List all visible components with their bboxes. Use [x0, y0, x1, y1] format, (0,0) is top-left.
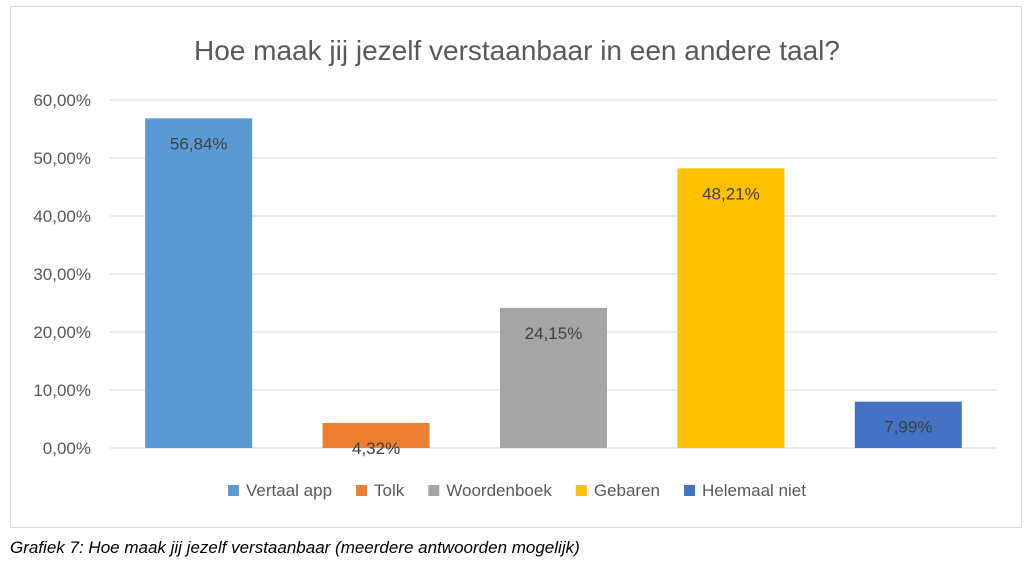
figure-caption: Grafiek 7: Hoe maak jij jezelf verstaanb… — [10, 538, 580, 557]
legend-swatch — [356, 485, 368, 496]
bar-vertaal-app — [145, 118, 253, 448]
bar-tolk — [322, 422, 430, 448]
legend-swatch — [575, 485, 587, 496]
y-tick-label: 10,00% — [33, 381, 91, 400]
data-label: 56,84% — [170, 134, 228, 153]
y-tick-label: 50,00% — [33, 149, 91, 168]
legend-label: Tolk — [374, 481, 405, 500]
legend-swatch — [228, 485, 240, 496]
data-label: 7,99% — [884, 418, 932, 437]
data-label: 48,21% — [702, 184, 760, 203]
y-tick-label: 20,00% — [33, 323, 91, 342]
legend-label: Helemaal niet — [702, 481, 806, 500]
y-tick-label: 40,00% — [33, 207, 91, 226]
y-tick-label: 60,00% — [33, 91, 91, 110]
legend-label: Woordenboek — [446, 481, 552, 500]
legend-swatch — [684, 485, 696, 496]
bar-helemaal-niet — [854, 401, 962, 448]
chart-title: Hoe maak jij jezelf verstaanbaar in een … — [194, 35, 840, 66]
legend-label: Gebaren — [594, 481, 660, 500]
legend-label: Vertaal app — [246, 481, 332, 500]
data-label: 4,32% — [352, 439, 400, 458]
bar-gebaren — [677, 168, 785, 448]
y-tick-label: 30,00% — [33, 265, 91, 284]
y-tick-label: 0,00% — [43, 439, 91, 458]
data-label: 24,15% — [525, 324, 583, 343]
bar-woordenboek — [500, 307, 607, 448]
legend-swatch — [428, 485, 440, 496]
